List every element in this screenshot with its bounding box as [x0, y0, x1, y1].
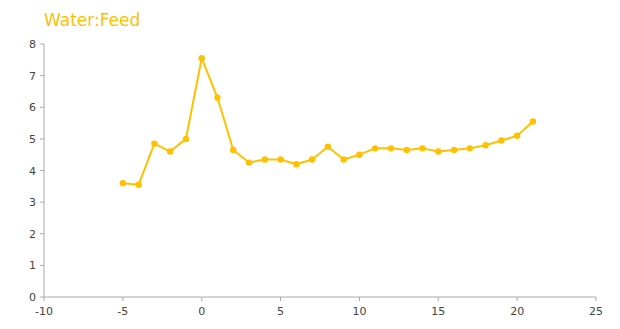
x-tick-label: 10	[352, 305, 366, 318]
point	[183, 136, 189, 142]
x-tick	[438, 297, 439, 301]
y-tick	[40, 107, 44, 108]
point	[467, 145, 473, 151]
y-tick-label: 7	[29, 70, 36, 83]
point	[388, 145, 394, 151]
x-axis-line	[44, 297, 596, 298]
chart: Water:Feed -10 -5 0 5 10 15 20 25 0 1 2 3 4 5 6 7 8	[0, 0, 620, 329]
point	[356, 151, 362, 157]
y-tick	[40, 233, 44, 234]
point	[498, 137, 504, 143]
point	[372, 145, 378, 151]
y-tick-label: 8	[29, 38, 36, 51]
point	[514, 133, 520, 139]
point	[246, 159, 252, 165]
x-tick-label: 20	[510, 305, 524, 318]
y-tick-label: 0	[29, 291, 36, 304]
y-tick-label: 2	[29, 228, 36, 241]
point	[293, 161, 299, 167]
point	[404, 147, 410, 153]
y-tick-label: 4	[29, 165, 36, 178]
point	[451, 147, 457, 153]
x-tick	[517, 297, 518, 301]
point	[435, 148, 441, 154]
point	[120, 180, 126, 186]
x-tick	[359, 297, 360, 301]
x-tick	[280, 297, 281, 301]
point	[199, 55, 205, 61]
x-tick	[201, 297, 202, 301]
y-tick	[40, 75, 44, 76]
y-tick-label: 6	[29, 101, 36, 114]
point	[151, 140, 157, 146]
x-tick-label: 15	[431, 305, 445, 318]
x-tick-label: 5	[277, 305, 284, 318]
point	[419, 145, 425, 151]
point	[482, 142, 488, 148]
y-tick	[40, 138, 44, 139]
y-tick-label: 5	[29, 133, 36, 146]
x-tick-label: 25	[589, 305, 603, 318]
plot-area	[120, 55, 536, 188]
point	[530, 118, 536, 124]
y-tick	[40, 44, 44, 45]
x-tick	[44, 297, 45, 301]
line	[123, 58, 533, 185]
title: Water:Feed	[44, 10, 140, 30]
y-tick	[40, 170, 44, 171]
point	[135, 182, 141, 188]
y-tick	[40, 297, 44, 298]
x-tick-label: 0	[198, 305, 205, 318]
point	[325, 144, 331, 150]
point	[262, 156, 268, 162]
point	[230, 147, 236, 153]
x-tick-label: -5	[117, 305, 128, 318]
y-tick	[40, 202, 44, 203]
point	[309, 156, 315, 162]
point	[277, 156, 283, 162]
x-tick-label: -10	[35, 305, 53, 318]
x-tick	[122, 297, 123, 301]
y-tick-label: 1	[29, 259, 36, 272]
point	[340, 156, 346, 162]
point	[167, 148, 173, 154]
x-tick	[596, 297, 597, 301]
y-tick-label: 3	[29, 196, 36, 209]
point	[214, 95, 220, 101]
y-tick	[40, 265, 44, 266]
